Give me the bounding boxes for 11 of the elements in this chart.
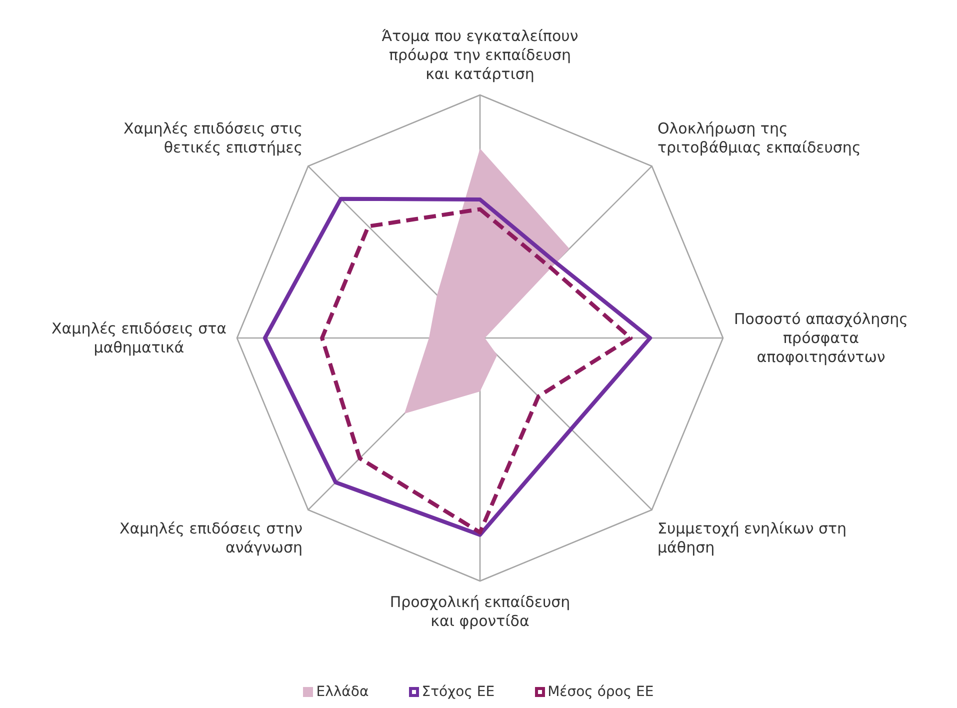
spoke-label: Χαμηλές επιδόσεις στις θετικές επιστήμες <box>123 120 303 157</box>
spoke-label: Χαμηλές επιδόσεις στα μαθηματικά <box>51 320 227 356</box>
spoke-label: Προσχολική εκπαίδευση και φροντίδα <box>390 593 570 630</box>
spoke-label: Ποσοστό απασχόλησης πρόσφατα αποφοιτησάντων <box>734 310 908 366</box>
spoke-label: Άτομα που εγκαταλείπουν πρόωρα την εκπαίδευση και κατάρτιση <box>382 27 578 83</box>
spoke-label: Ολοκλήρωση της τριτοβάθμιας εκπαίδευσης <box>657 120 861 157</box>
spoke-label: Χαμηλές επιδόσεις στην ανάγνωση <box>119 519 303 556</box>
spoke-label: Συμμετοχή ενηλίκων στη μάθηση <box>657 519 847 556</box>
legend-label: Ελλάδα <box>315 684 369 700</box>
legend-label: Μέσος όρος ΕΕ <box>546 684 654 700</box>
legend-label: Στόχος ΕΕ <box>420 684 495 700</box>
